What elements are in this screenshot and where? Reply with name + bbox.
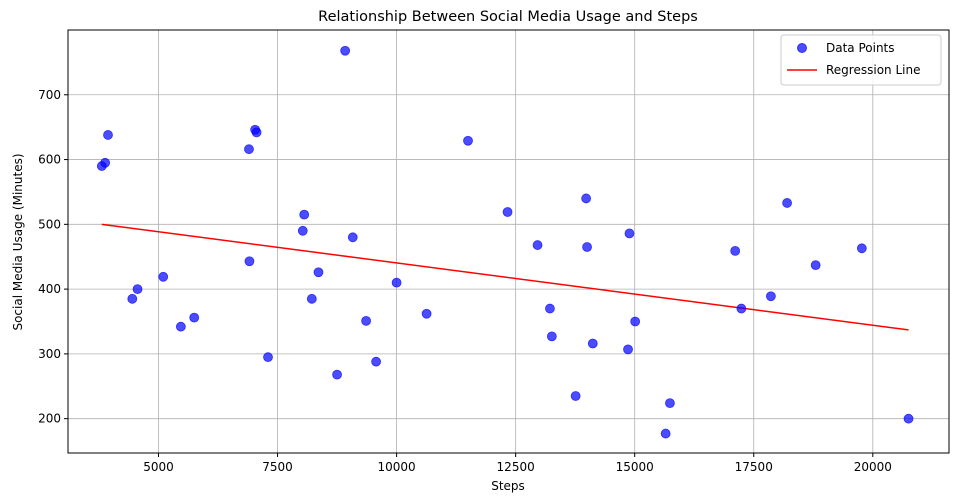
- data-point: [244, 144, 254, 155]
- x-tick-label: 5000: [143, 460, 174, 474]
- data-point: [391, 277, 402, 288]
- data-point: [545, 303, 555, 314]
- data-point: [810, 260, 821, 271]
- data-point: [581, 193, 592, 204]
- data-point: [630, 316, 641, 327]
- data-point: [765, 291, 776, 302]
- y-tick-label: 400: [38, 282, 61, 296]
- y-tick-label: 300: [38, 347, 61, 361]
- regression-layer: [101, 223, 909, 331]
- data-point: [546, 331, 557, 342]
- axes-frame: [67, 29, 950, 454]
- data-point: [175, 321, 186, 332]
- data-points-layer: [96, 45, 914, 439]
- data-point: [665, 398, 675, 409]
- legend-label-data-points: Data Points: [826, 41, 895, 55]
- data-point: [189, 312, 200, 323]
- x-tick-label: 15000: [616, 460, 654, 474]
- data-point: [624, 228, 635, 239]
- y-tick-label: 600: [38, 153, 61, 167]
- data-point: [313, 267, 324, 278]
- data-point: [730, 245, 741, 256]
- data-point: [263, 352, 273, 363]
- data-point: [158, 271, 169, 282]
- legend-box: [780, 34, 942, 86]
- chart-title: Relationship Between Social Media Usage …: [318, 9, 698, 25]
- x-tick-label: 20000: [854, 460, 892, 474]
- data-point: [856, 243, 867, 254]
- legend-label-regression-line: Regression Line: [826, 63, 920, 77]
- y-axis-ticks: 200 300 400 500 600 700: [38, 88, 68, 426]
- data-point: [782, 198, 792, 208]
- data-point: [299, 209, 310, 220]
- data-point: [100, 157, 111, 168]
- data-point: [306, 293, 317, 304]
- y-tick-label: 700: [38, 88, 61, 102]
- data-point: [332, 369, 342, 380]
- data-point: [132, 284, 143, 295]
- data-point: [347, 232, 358, 243]
- y-tick-label: 200: [38, 412, 61, 426]
- data-point: [582, 242, 592, 252]
- data-point: [660, 428, 671, 439]
- data-point: [421, 308, 432, 319]
- x-axis-ticks: 5000 7500 10000 12500 15000 17500 20000: [143, 453, 892, 474]
- data-point: [340, 45, 351, 56]
- data-point: [127, 293, 138, 304]
- data-point: [736, 303, 747, 314]
- data-point: [623, 344, 633, 355]
- y-tick-label: 500: [38, 217, 61, 231]
- data-point: [532, 240, 543, 250]
- y-axis-label: Social Media Usage (Minutes): [11, 153, 25, 330]
- data-point: [244, 256, 255, 267]
- x-axis-label: Steps: [491, 479, 525, 493]
- data-point: [903, 413, 914, 424]
- grid-lines: [68, 30, 949, 453]
- data-point: [502, 207, 513, 217]
- regression-line: [101, 223, 909, 331]
- data-point: [463, 135, 473, 146]
- legend: Data Points Regression Line: [780, 34, 942, 86]
- x-tick-label: 17500: [735, 460, 773, 474]
- data-point: [103, 130, 113, 140]
- x-tick-label: 12500: [497, 460, 535, 474]
- data-point: [297, 225, 308, 236]
- legend-marker-data-points: [797, 43, 807, 53]
- data-point: [251, 127, 262, 138]
- x-tick-label: 7500: [262, 460, 293, 474]
- data-point: [361, 315, 372, 326]
- data-point: [587, 338, 598, 349]
- x-tick-label: 10000: [377, 460, 415, 474]
- data-point: [371, 356, 382, 367]
- data-point: [570, 391, 581, 401]
